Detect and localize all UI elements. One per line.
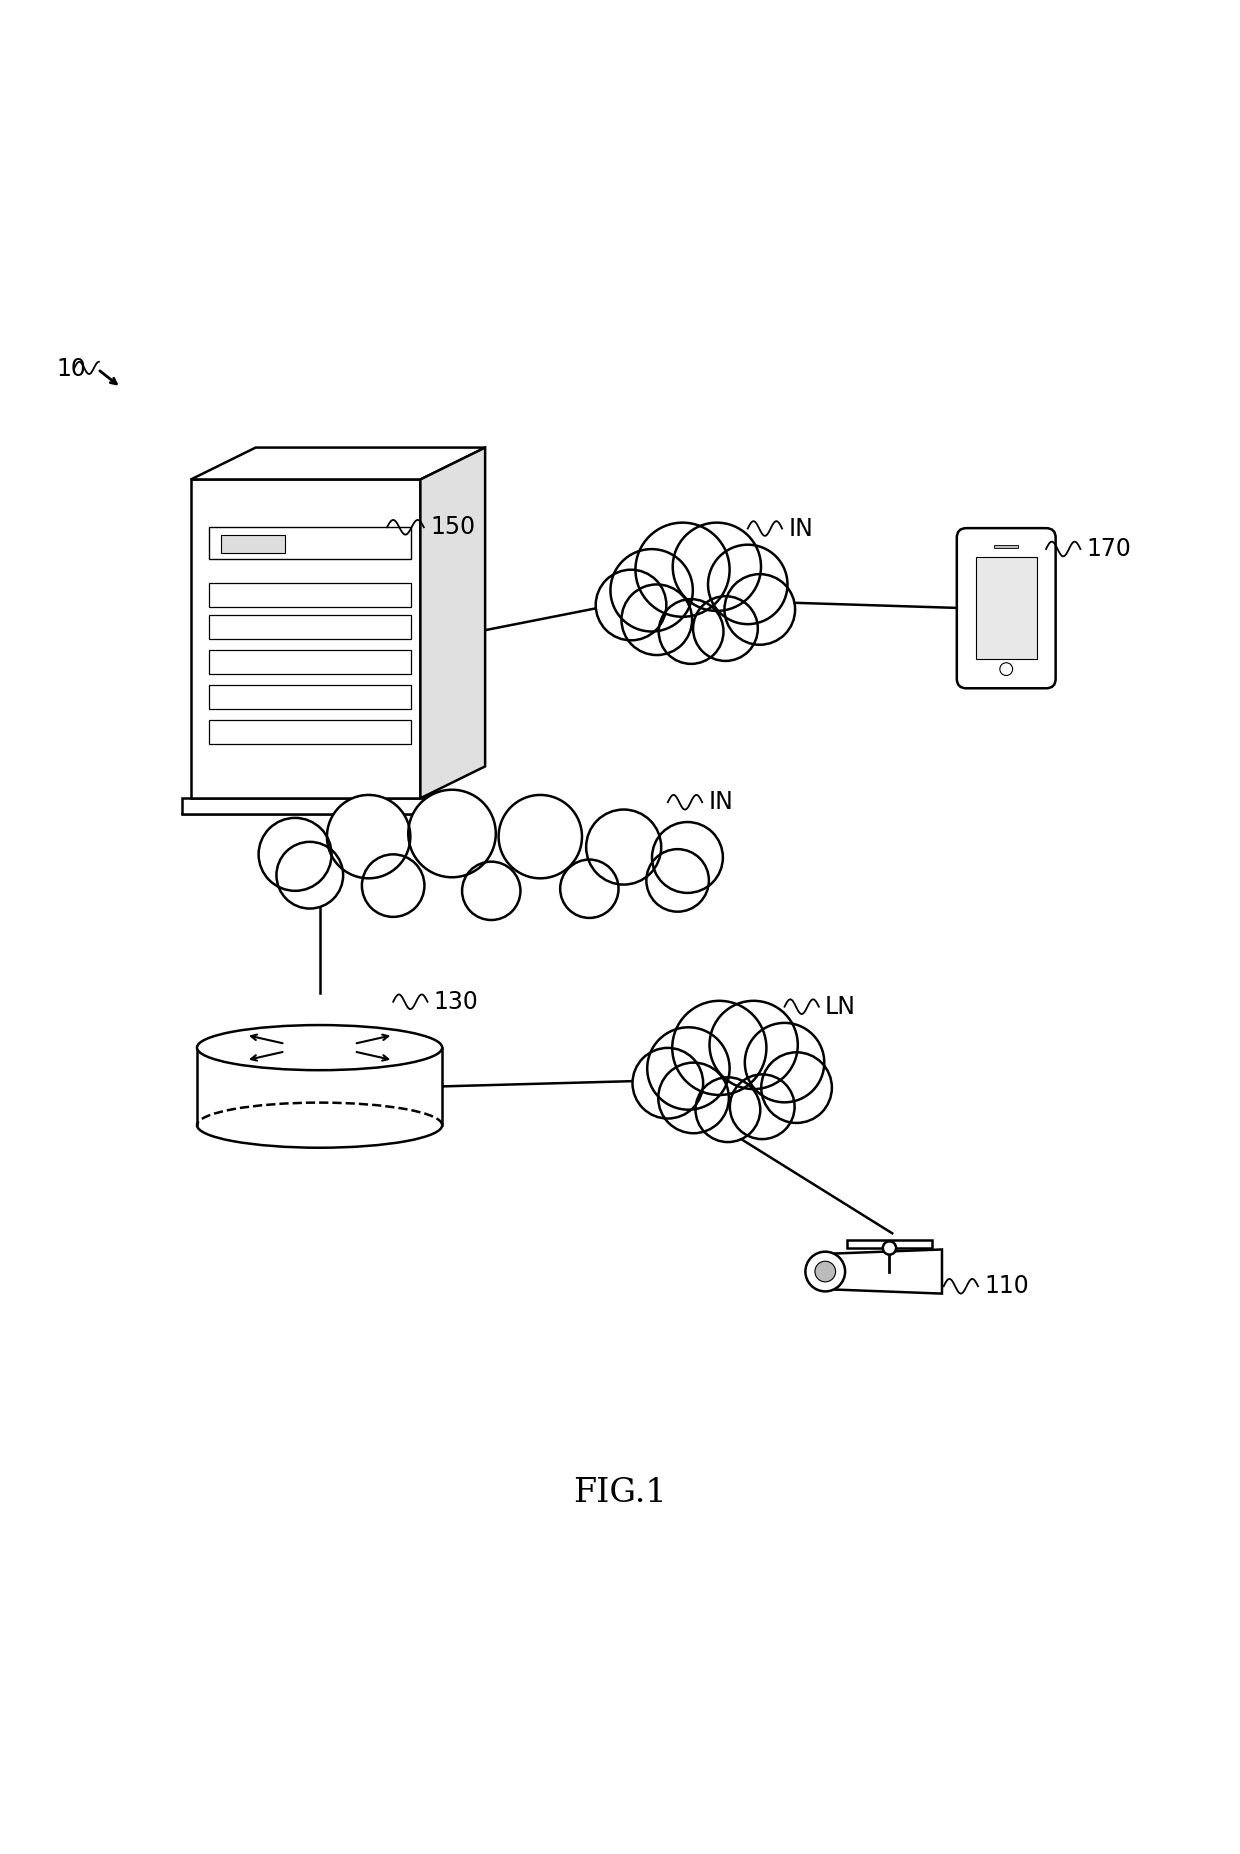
Polygon shape (221, 536, 285, 552)
Circle shape (408, 790, 496, 877)
Text: 170: 170 (1086, 538, 1131, 562)
Circle shape (761, 1053, 832, 1124)
Text: 130: 130 (434, 990, 479, 1014)
Circle shape (724, 575, 795, 645)
Polygon shape (210, 616, 412, 640)
Text: 150: 150 (430, 515, 475, 540)
Text: IN: IN (708, 790, 733, 814)
Polygon shape (210, 582, 412, 606)
FancyBboxPatch shape (957, 528, 1055, 688)
Circle shape (610, 549, 693, 632)
Polygon shape (420, 447, 485, 799)
Circle shape (730, 1073, 795, 1138)
Circle shape (815, 1261, 836, 1281)
Circle shape (696, 1077, 760, 1142)
Circle shape (693, 597, 758, 660)
Text: 110: 110 (985, 1274, 1029, 1298)
Circle shape (652, 821, 723, 894)
Polygon shape (826, 1250, 942, 1294)
Circle shape (658, 599, 723, 664)
Polygon shape (182, 799, 428, 814)
Ellipse shape (197, 1025, 443, 1070)
Circle shape (883, 1242, 897, 1255)
Polygon shape (191, 447, 485, 480)
Polygon shape (197, 1048, 443, 1125)
Polygon shape (182, 797, 463, 814)
Polygon shape (191, 480, 420, 799)
Polygon shape (210, 527, 412, 560)
Circle shape (621, 584, 692, 654)
Text: FIG.1: FIG.1 (573, 1478, 667, 1509)
Text: 10: 10 (56, 356, 86, 380)
Circle shape (646, 849, 709, 912)
Circle shape (632, 1048, 703, 1118)
Polygon shape (976, 558, 1037, 658)
Polygon shape (847, 1240, 932, 1248)
Polygon shape (210, 686, 412, 708)
Polygon shape (210, 719, 412, 743)
Circle shape (745, 1023, 825, 1103)
Polygon shape (210, 651, 412, 675)
Text: LN: LN (825, 996, 856, 1018)
Circle shape (708, 545, 787, 625)
Circle shape (362, 855, 424, 918)
Circle shape (658, 1062, 729, 1133)
Circle shape (672, 1001, 766, 1096)
Circle shape (673, 523, 761, 612)
Circle shape (327, 795, 410, 879)
Circle shape (277, 842, 343, 908)
Circle shape (709, 1001, 797, 1088)
Circle shape (587, 810, 661, 884)
Circle shape (595, 569, 666, 640)
Text: IN: IN (789, 517, 813, 541)
Circle shape (635, 523, 729, 617)
Circle shape (498, 795, 582, 879)
Circle shape (560, 860, 619, 918)
Circle shape (259, 818, 331, 890)
Circle shape (806, 1251, 846, 1292)
Circle shape (647, 1027, 729, 1111)
Circle shape (463, 862, 521, 920)
Polygon shape (994, 545, 1018, 547)
